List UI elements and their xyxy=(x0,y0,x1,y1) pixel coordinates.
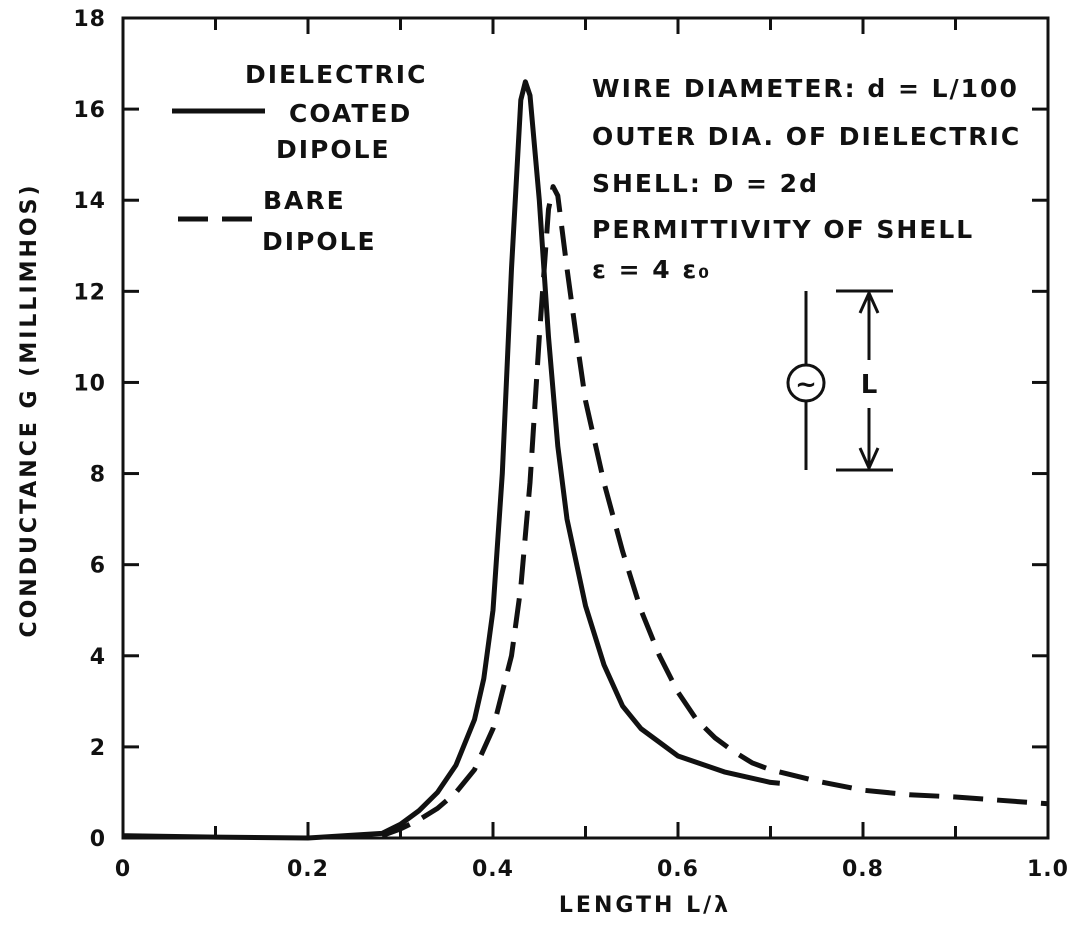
ac-source-symbol: ~ xyxy=(795,370,817,400)
legend-solid-line-2: COATED xyxy=(289,99,412,128)
y-tick-label: 16 xyxy=(73,98,106,123)
dimension-label: L xyxy=(861,370,878,400)
x-tick-label: 0 xyxy=(115,857,131,882)
y-axis-tick-labels: 0 2 4 6 8 10 12 14 16 18 xyxy=(73,7,106,852)
x-tick-label: 0.4 xyxy=(472,857,514,882)
note-permittivity: PERMITTIVITY OF SHELL xyxy=(592,215,974,244)
x-axis-ticks xyxy=(214,18,957,838)
series-group xyxy=(122,79,1049,841)
note-shell: SHELL: D = 2d xyxy=(592,169,819,198)
ac-source-icon xyxy=(786,363,826,403)
legend: DIELECTRIC COATED DIPOLE BARE DIPOLE xyxy=(172,60,427,256)
x-axis-tick-labels: 0 0.2 0.4 0.6 0.8 1.0 xyxy=(115,857,1069,882)
legend-solid-line-3: DIPOLE xyxy=(276,135,391,164)
y-axis-title: CONDUCTANCE G (MILLIMHOS) xyxy=(17,182,42,637)
note-epsilon: ε = 4 ε₀ xyxy=(592,255,711,284)
arrow-up-icon xyxy=(858,289,880,314)
y-tick-label: 0 xyxy=(90,827,106,852)
legend-solid-line-1: DIELECTRIC xyxy=(245,60,427,89)
legend-dashed-line-1: BARE xyxy=(263,186,346,215)
x-tick-label: 0.8 xyxy=(842,857,884,882)
y-tick-label: 2 xyxy=(90,736,106,761)
x-tick-label: 0.2 xyxy=(287,857,329,882)
dipole-inset-diagram: ~ L xyxy=(786,289,893,472)
note-wire-diameter: WIRE DIAMETER: d = L/100 xyxy=(592,74,1019,103)
x-tick-label: 0.6 xyxy=(657,857,699,882)
x-axis-title: LENGTH L/λ xyxy=(559,893,731,918)
annotation-notes: WIRE DIAMETER: d = L/100 OUTER DIA. OF D… xyxy=(592,74,1021,284)
y-tick-label: 8 xyxy=(90,463,106,488)
y-tick-label: 12 xyxy=(73,280,106,305)
legend-dashed-line-2: DIPOLE xyxy=(262,227,377,256)
y-tick-label: 14 xyxy=(73,189,106,214)
y-tick-label: 6 xyxy=(90,554,106,579)
y-axis-ticks xyxy=(123,107,1048,749)
y-tick-label: 10 xyxy=(73,371,106,396)
series-line-bare-dipole xyxy=(381,184,1049,839)
note-outer-dia: OUTER DIA. OF DIELECTRIC xyxy=(592,122,1021,151)
x-tick-label: 1.0 xyxy=(1027,857,1069,882)
y-tick-label: 4 xyxy=(90,645,106,670)
y-tick-label: 18 xyxy=(73,7,106,32)
series-line-coated-dipole xyxy=(122,79,781,841)
arrow-down-icon xyxy=(858,447,880,472)
